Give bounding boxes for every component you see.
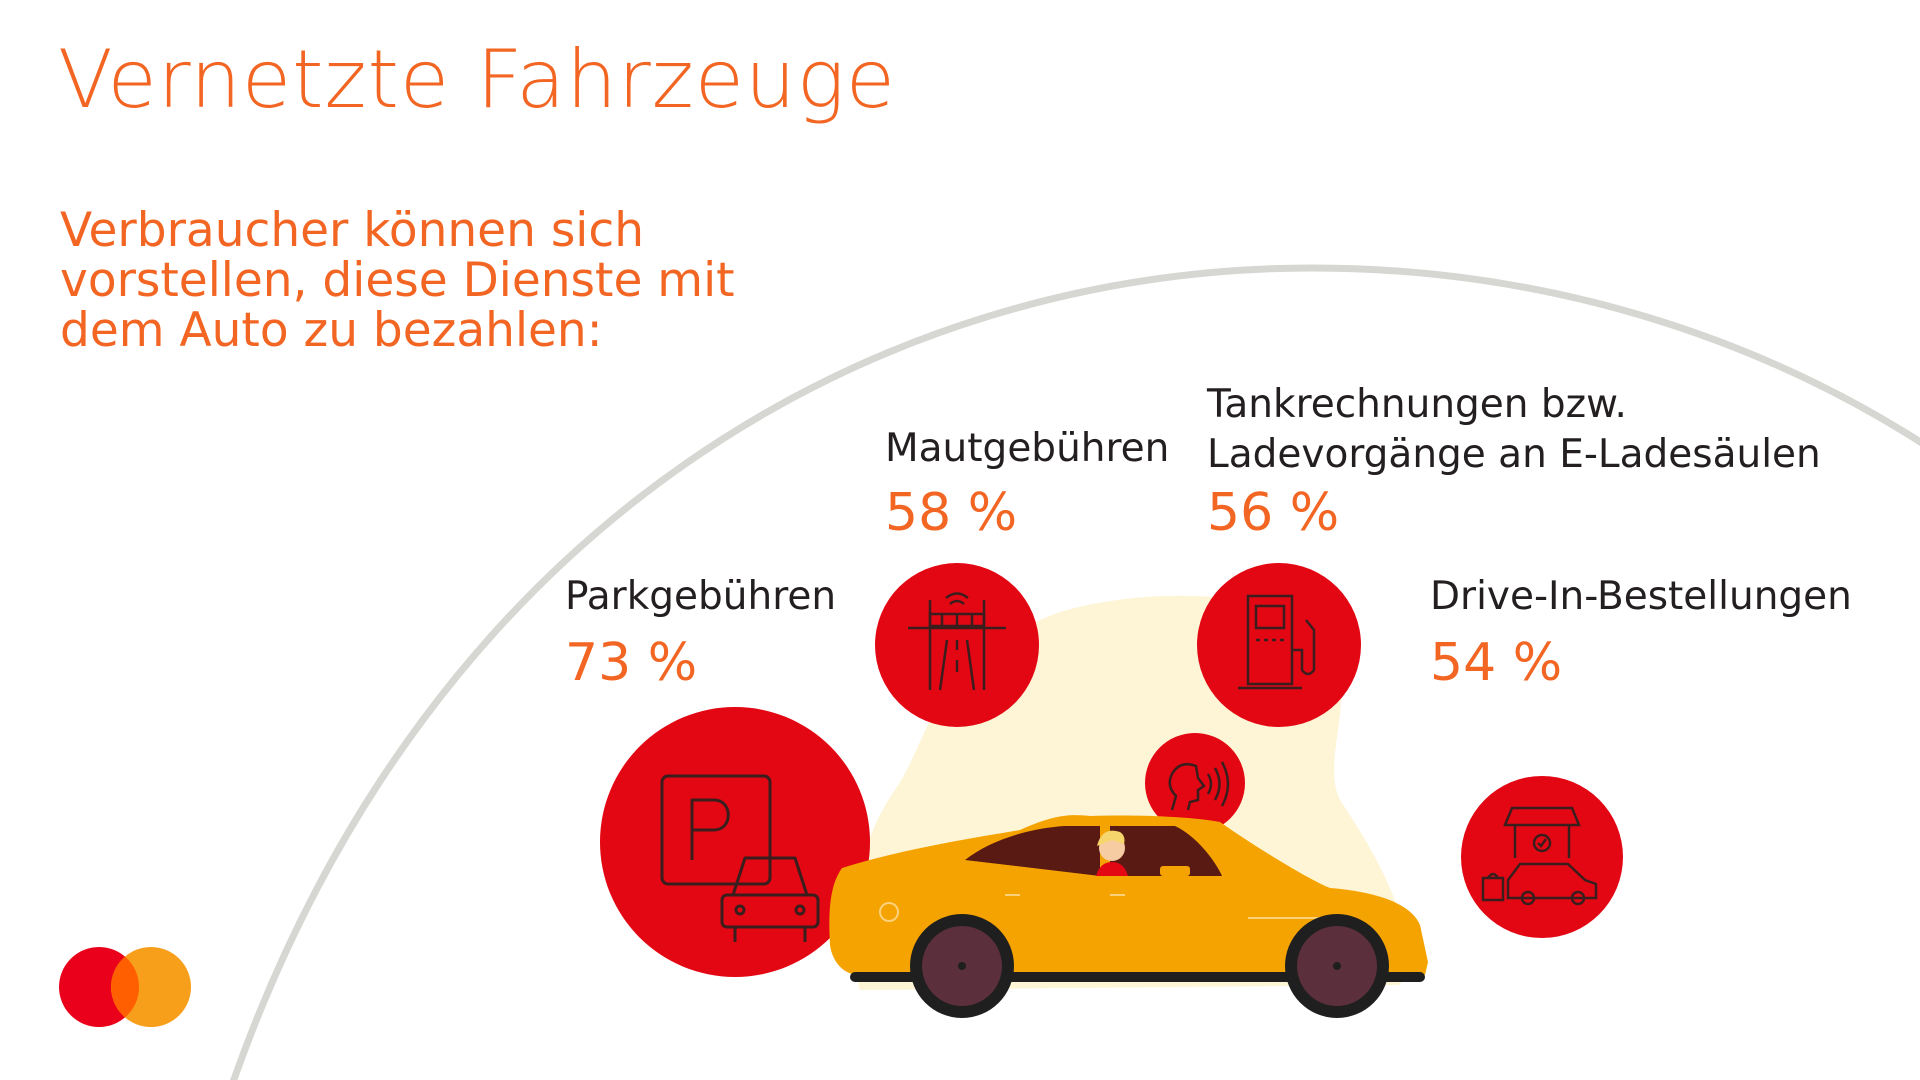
car-wheel-rear: [910, 914, 1014, 1018]
fuel-label: Tankrechnungen bzw. Ladevorgänge an E-La…: [1207, 380, 1821, 480]
drive-in-percent: 54 %: [1430, 633, 1563, 693]
subtitle: Verbraucher können sich vorstellen, dies…: [60, 206, 735, 356]
drive-in-label: Drive-In-Bestellungen: [1430, 574, 1852, 619]
drive-in-circle: [1461, 776, 1623, 938]
toll-circle: [875, 563, 1039, 727]
parking-label: Parkgebühren: [565, 574, 837, 619]
car-window-rear: [965, 826, 1100, 876]
mastercard-logo: [59, 947, 191, 1027]
voice-command-icon: [1168, 761, 1230, 811]
parking-percent: 73 %: [565, 633, 698, 693]
subtitle-line: vorstellen, diese Dienste mit: [60, 253, 735, 308]
fuel-pump-icon: [1238, 594, 1316, 690]
subtitle-line: Verbraucher können sich: [60, 203, 644, 258]
car-wheel-front: [1285, 914, 1389, 1018]
car-illustration: [829, 815, 1428, 1018]
fuel-label-line: Ladevorgänge an E-Ladesäulen: [1207, 432, 1821, 477]
fuel-percent: 56 %: [1207, 483, 1340, 543]
car-window-front: [1110, 826, 1222, 876]
toll-gate-icon: [908, 592, 1006, 691]
toll-percent: 58 %: [885, 483, 1018, 543]
fuel-label-line: Tankrechnungen bzw.: [1207, 382, 1627, 427]
parking-icon: [660, 774, 820, 942]
decorative-arc: [230, 264, 1920, 1080]
driver-figure: [1096, 830, 1128, 876]
subtitle-line: dem Auto zu bezahlen:: [60, 303, 603, 358]
toll-label: Mautgebühren: [885, 426, 1170, 471]
drive-in-shop-icon: [1481, 806, 1598, 906]
page-title: Vernetzte Fahrzeuge: [58, 33, 896, 126]
fuel-circle: [1197, 563, 1361, 727]
parking-circle: [600, 707, 870, 977]
